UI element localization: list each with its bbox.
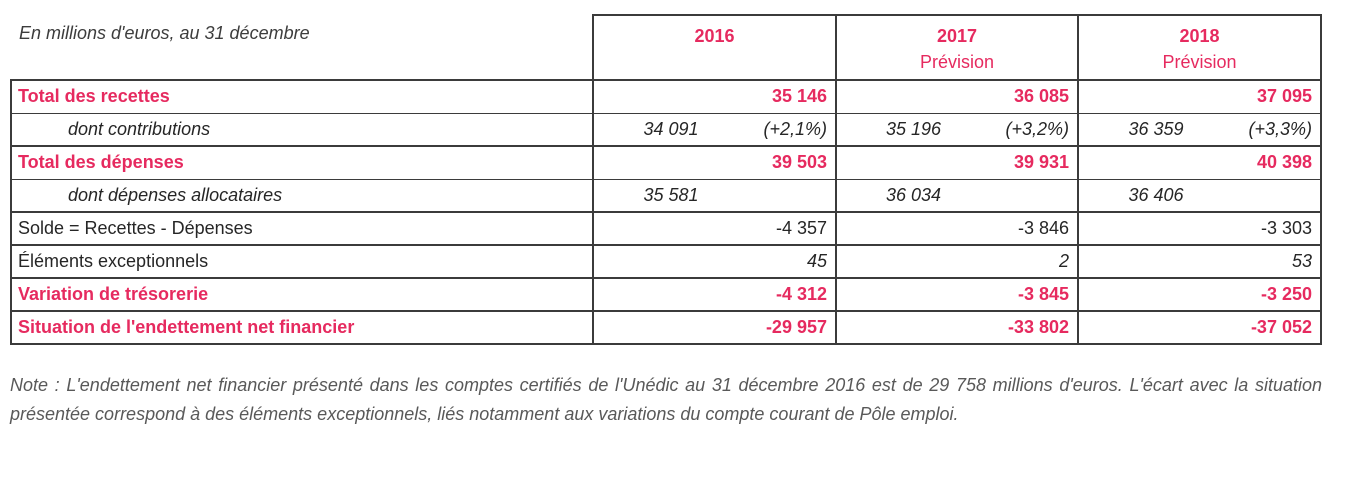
table-row-endettement-net: Situation de l'endettement net financier… — [10, 310, 1322, 345]
cell-2016: 39 503 — [592, 145, 837, 180]
document-page: En millions d'euros, au 31 décembre 2016… — [10, 14, 1322, 424]
percent-change: (+2,1%) — [763, 118, 827, 139]
cell-2016: -4 312 — [592, 277, 837, 312]
cell-2018: -3 250 — [1077, 277, 1322, 312]
cell-2017: 2 — [835, 244, 1079, 279]
column-header-2016: 2016 — [592, 14, 837, 81]
row-label: dont dépenses allocataires — [10, 178, 594, 213]
cell-2017: -33 802 — [835, 310, 1079, 345]
percent-change: (+3,3%) — [1248, 118, 1312, 139]
value: 35 196 — [885, 118, 941, 139]
cell-2016: 35 581 — [592, 178, 837, 213]
cell-2018: 53 — [1077, 244, 1322, 279]
row-label: dont contributions — [10, 112, 594, 147]
footnote: Note : L'endettement net financier prése… — [10, 375, 1322, 424]
table-row-solde: Solde = Recettes - Dépenses -4 357 -3 84… — [10, 211, 1322, 246]
table-header-row: En millions d'euros, au 31 décembre 2016… — [11, 14, 1322, 81]
row-label: Éléments exceptionnels — [10, 244, 594, 279]
cell-2016: 45 — [592, 244, 837, 279]
cell-2016: 34 091 (+2,1%) — [592, 112, 837, 147]
row-label: Total des recettes — [10, 79, 594, 114]
table-unit-label: En millions d'euros, au 31 décembre — [19, 23, 310, 43]
row-label: Situation de l'endettement net financier — [10, 310, 594, 345]
value: 36 359 — [1128, 118, 1184, 139]
year-label: 2016 — [694, 26, 735, 46]
column-header-2018: 2018 Prévision — [1077, 14, 1322, 81]
row-label: Total des dépenses — [10, 145, 594, 180]
cell-2017: 39 931 — [835, 145, 1079, 180]
cell-2018: 36 359 (+3,3%) — [1077, 112, 1322, 147]
cell-2016: 35 146 — [592, 79, 837, 114]
value: 36 034 — [885, 184, 941, 205]
value: 35 581 — [643, 184, 699, 205]
column-header-2017: 2017 Prévision — [835, 14, 1079, 81]
table-row-total-depenses: Total des dépenses 39 503 39 931 40 398 — [10, 145, 1322, 180]
cell-2017: 36 085 — [835, 79, 1079, 114]
percent-change: (+3,2%) — [1005, 118, 1069, 139]
year-label: 2018 — [1179, 26, 1220, 46]
cell-2016: -29 957 — [592, 310, 837, 345]
percent-change — [1196, 185, 1313, 206]
cell-2017: -3 845 — [835, 277, 1079, 312]
year-label: 2017 — [936, 26, 978, 46]
cell-2016: -4 357 — [592, 211, 837, 246]
value: 34 091 — [643, 118, 699, 139]
row-label: Variation de trésorerie — [10, 277, 594, 312]
cell-2018: 40 398 — [1077, 145, 1322, 180]
cell-2017: 35 196 (+3,2%) — [835, 112, 1079, 147]
cell-2018: 37 095 — [1077, 79, 1322, 114]
percent-change — [953, 185, 1069, 206]
table-row-total-recettes: Total des recettes 35 146 36 085 37 095 — [10, 79, 1322, 114]
financial-table: En millions d'euros, au 31 décembre 2016… — [10, 14, 1322, 345]
table-row-variation-tresorerie: Variation de trésorerie -4 312 -3 845 -3… — [10, 277, 1322, 312]
table-row-dont-contributions: dont contributions 34 091 (+2,1%) 35 196… — [10, 112, 1322, 147]
table-row-dont-depenses-allocataires: dont dépenses allocataires 35 581 36 034 — [10, 178, 1322, 213]
cell-2018: -37 052 — [1077, 310, 1322, 345]
value: 36 406 — [1128, 184, 1184, 205]
cell-2018: 36 406 — [1077, 178, 1322, 213]
cell-2017: -3 846 — [835, 211, 1079, 246]
row-label: Solde = Recettes - Dépenses — [10, 211, 594, 246]
cell-2018: -3 303 — [1077, 211, 1322, 246]
year-subtitle: Prévision — [919, 52, 995, 72]
table-row-elements-exceptionnels: Éléments exceptionnels 45 2 53 — [10, 244, 1322, 279]
cell-2017: 36 034 — [835, 178, 1079, 213]
percent-change — [711, 185, 828, 206]
year-subtitle: Prévision — [1162, 52, 1237, 72]
